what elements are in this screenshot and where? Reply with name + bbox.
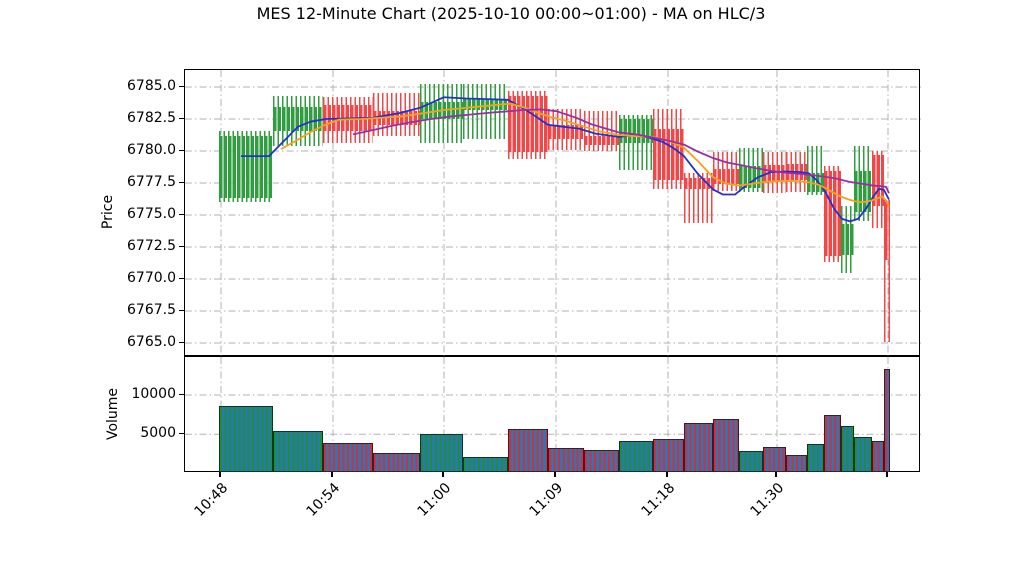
price-tick-mark [179,117,184,119]
price-tick-mark [179,149,184,151]
time-tick-mark [554,472,556,477]
volume-tick-label: 5000 [140,425,176,442]
volume-bar-layer [185,357,919,472]
volume-panel [184,356,921,473]
time-tick-mark [331,472,333,477]
candle-range-down [884,199,890,342]
volume-bar-down [373,453,420,472]
volume-tick-mark [179,432,184,434]
price-tick-label: 6765.0 [127,334,176,350]
candle-body-up [420,102,463,119]
candle-body-up [739,166,763,189]
price-tick-label: 6785.0 [127,78,176,94]
volume-bar-down [323,442,373,472]
time-tick-label: 11:18 [638,480,679,520]
candle-body-down [323,104,373,131]
time-tick-mark [666,472,668,477]
candle-body-down [824,171,841,256]
volume-bar-up [739,450,763,472]
price-tick-label: 6777.5 [127,174,176,190]
volume-bar-down [884,369,890,472]
volume-bar-up [807,444,824,472]
candle-body-up [219,135,273,199]
candle-body-up [841,223,854,255]
time-tick-label: 10:48 [191,480,232,520]
volume-bar-down [508,428,548,472]
volume-bar-down [786,454,807,472]
price-tick-label: 6772.5 [127,238,176,254]
time-tick-label: 11:00 [414,480,455,520]
time-tick-mark [775,472,777,477]
volume-tick-label: 10000 [131,386,176,402]
volume-tick-mark [179,393,184,395]
candle-body-down [786,163,807,181]
volume-bar-down [872,440,884,472]
candle-body-up [619,119,653,144]
price-tick-mark [179,309,184,311]
candle-body-down [373,111,420,126]
volume-bar-up [273,431,323,472]
volume-bar-up [841,425,854,472]
candle-body-down [508,95,548,153]
candle-body-down [548,125,584,140]
time-tick-label: 11:30 [747,480,788,520]
volume-bar-down [584,450,619,472]
volume-bar-down [684,423,713,472]
time-tick-mark [219,472,221,477]
candle-body-down [872,154,884,207]
volume-bar-up [854,436,872,472]
time-tick-label: 11:09 [526,480,567,520]
candle-body-down [713,168,739,185]
volume-bar-up [420,434,463,472]
volume-bar-up [463,457,508,472]
time-tick-mark [442,472,444,477]
price-tick-mark [179,277,184,279]
volume-bar-down [548,448,584,472]
price-tick-label: 6780.0 [127,142,176,158]
candle-body-down [584,135,619,145]
volume-bar-up [219,405,273,472]
price-tick-mark [179,245,184,247]
price-tick-mark [179,213,184,215]
price-tick-label: 6775.0 [127,206,176,222]
price-tick-label: 6767.5 [127,302,176,318]
price-tick-mark [179,181,184,183]
candle-range-up [463,84,508,140]
candle-body-up [807,172,824,192]
time-tick-mark [886,472,888,477]
volume-bar-down [824,414,841,472]
volume-bar-down [653,438,684,472]
price-tick-mark [179,341,184,343]
candle-range-down [584,111,619,151]
price-tick-mark [179,85,184,87]
volume-bar-down [713,418,739,472]
candle-body-down [763,165,786,182]
candle-layer [185,70,919,355]
candle-body-down [884,202,890,260]
candle-body-down [653,129,684,181]
candle-body-up [273,107,323,131]
volume-bar-down [763,446,786,472]
price-tick-label: 6770.0 [127,270,176,286]
time-tick-label: 10:54 [303,480,344,520]
chart-title: MES 12-Minute Chart (2025-10-10 00:00~01… [256,4,766,23]
price-tick-label: 6782.5 [127,110,176,126]
candle-body-down [684,177,713,190]
price-panel [184,69,921,357]
candle-body-up [854,171,872,213]
candle-body-up [463,98,508,111]
volume-bar-up [619,440,653,472]
